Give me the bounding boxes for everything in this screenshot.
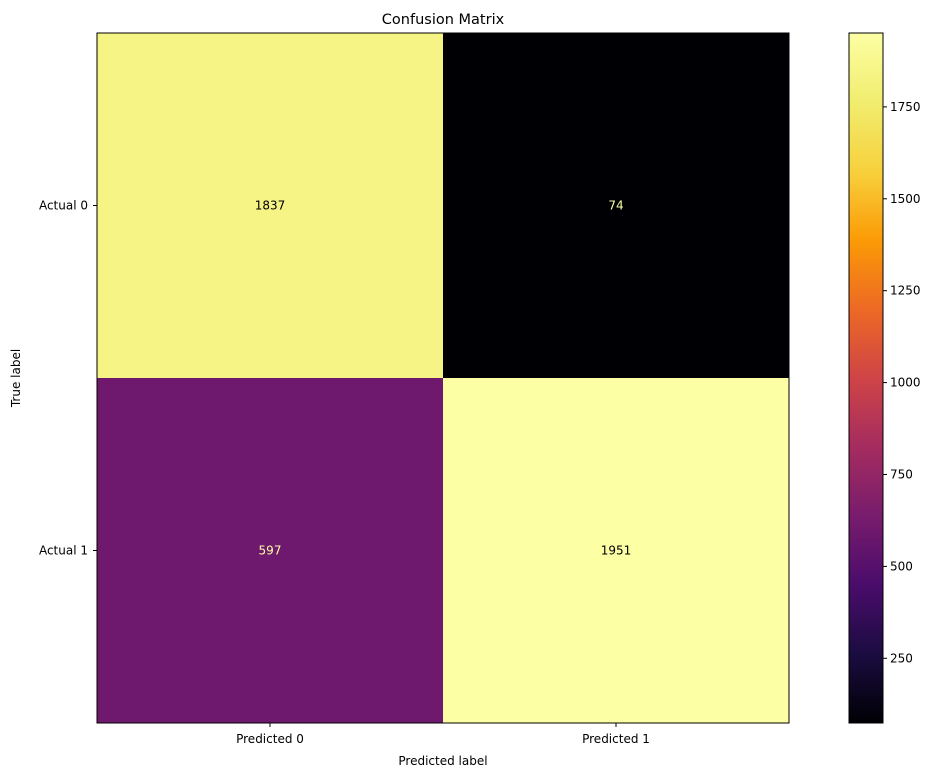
colorbar-tick-label: 500 bbox=[890, 559, 913, 573]
heatmap-cells bbox=[97, 33, 789, 723]
plot-frame bbox=[96, 32, 790, 724]
x-axis-label: Predicted label bbox=[398, 754, 487, 768]
cell-value-label: 1951 bbox=[601, 544, 632, 558]
y-axis-label: True label bbox=[9, 349, 23, 408]
colorbar-ticks: 250 500 750 1000 1250 1500 1750 bbox=[883, 100, 921, 665]
heatmap-cell bbox=[443, 33, 789, 378]
y-tick-label: Actual 1 bbox=[39, 544, 88, 558]
y-axis-ticks: Actual 0 Actual 1 bbox=[39, 199, 97, 558]
colorbar-tick-label: 1750 bbox=[890, 100, 921, 114]
x-tick-label: Predicted 1 bbox=[582, 732, 650, 746]
x-axis-ticks: Predicted 0 Predicted 1 bbox=[236, 723, 650, 746]
colorbar-tick-label: 1000 bbox=[890, 376, 921, 390]
heatmap-cell bbox=[443, 378, 789, 723]
colorbar bbox=[848, 32, 884, 724]
heatmap-cell bbox=[97, 33, 443, 378]
chart-title: Confusion Matrix bbox=[382, 12, 505, 28]
y-tick-label: Actual 0 bbox=[39, 199, 88, 213]
colorbar-tick-label: 1500 bbox=[890, 192, 921, 206]
colorbar-tick-label: 250 bbox=[890, 651, 913, 665]
x-tick-label: Predicted 0 bbox=[236, 732, 304, 746]
heatmap-cell-labels: 1837 74 597 1951 bbox=[255, 199, 632, 558]
cell-value-label: 74 bbox=[608, 199, 623, 213]
cell-value-label: 597 bbox=[259, 544, 282, 558]
cell-value-label: 1837 bbox=[255, 199, 286, 213]
heatmap-cell bbox=[97, 378, 443, 723]
colorbar-tick-label: 1250 bbox=[890, 284, 921, 298]
colorbar-tick-label: 750 bbox=[890, 467, 913, 481]
